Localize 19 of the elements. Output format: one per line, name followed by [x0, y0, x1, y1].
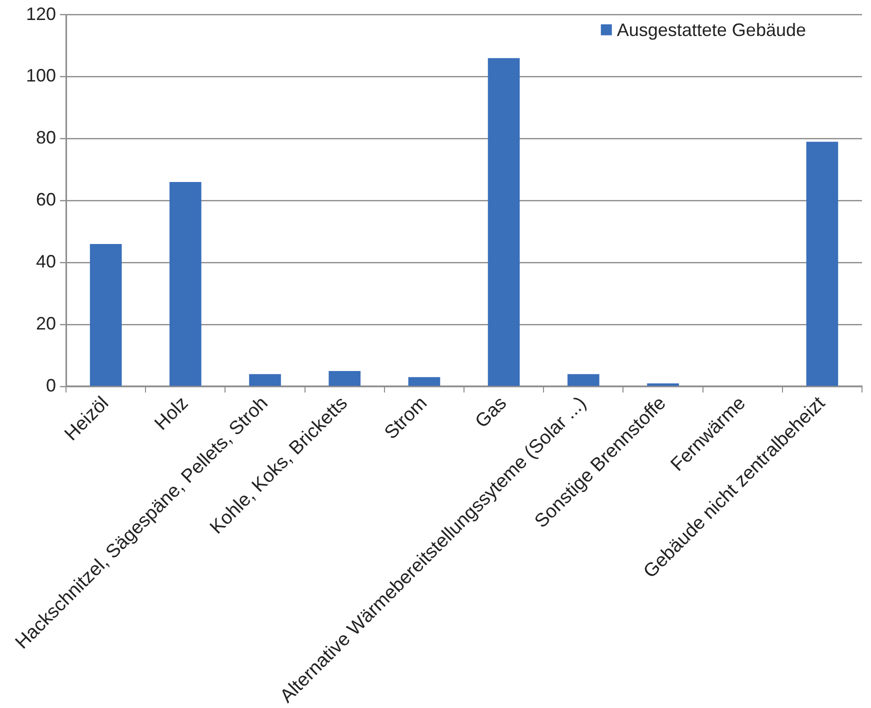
y-tick-label: 120 [26, 4, 56, 24]
bar [249, 374, 281, 386]
bar [328, 370, 361, 386]
y-tick-label: 60 [36, 190, 56, 210]
bar [408, 377, 440, 386]
y-tick-label: 80 [36, 128, 56, 148]
bar [806, 142, 838, 386]
bar [647, 383, 679, 386]
legend-label: Ausgestattete Gebäude [616, 20, 806, 40]
bar [567, 374, 600, 386]
x-tick-label: Holz [150, 392, 193, 435]
y-tick-label: 0 [46, 375, 56, 396]
bar [90, 244, 122, 386]
y-tick-label: 100 [26, 66, 56, 86]
bar [488, 58, 520, 386]
y-tick-label: 20 [36, 313, 56, 334]
bar [170, 182, 202, 386]
y-tick-label: 40 [36, 252, 56, 272]
x-tick-label: Gas [472, 392, 512, 432]
